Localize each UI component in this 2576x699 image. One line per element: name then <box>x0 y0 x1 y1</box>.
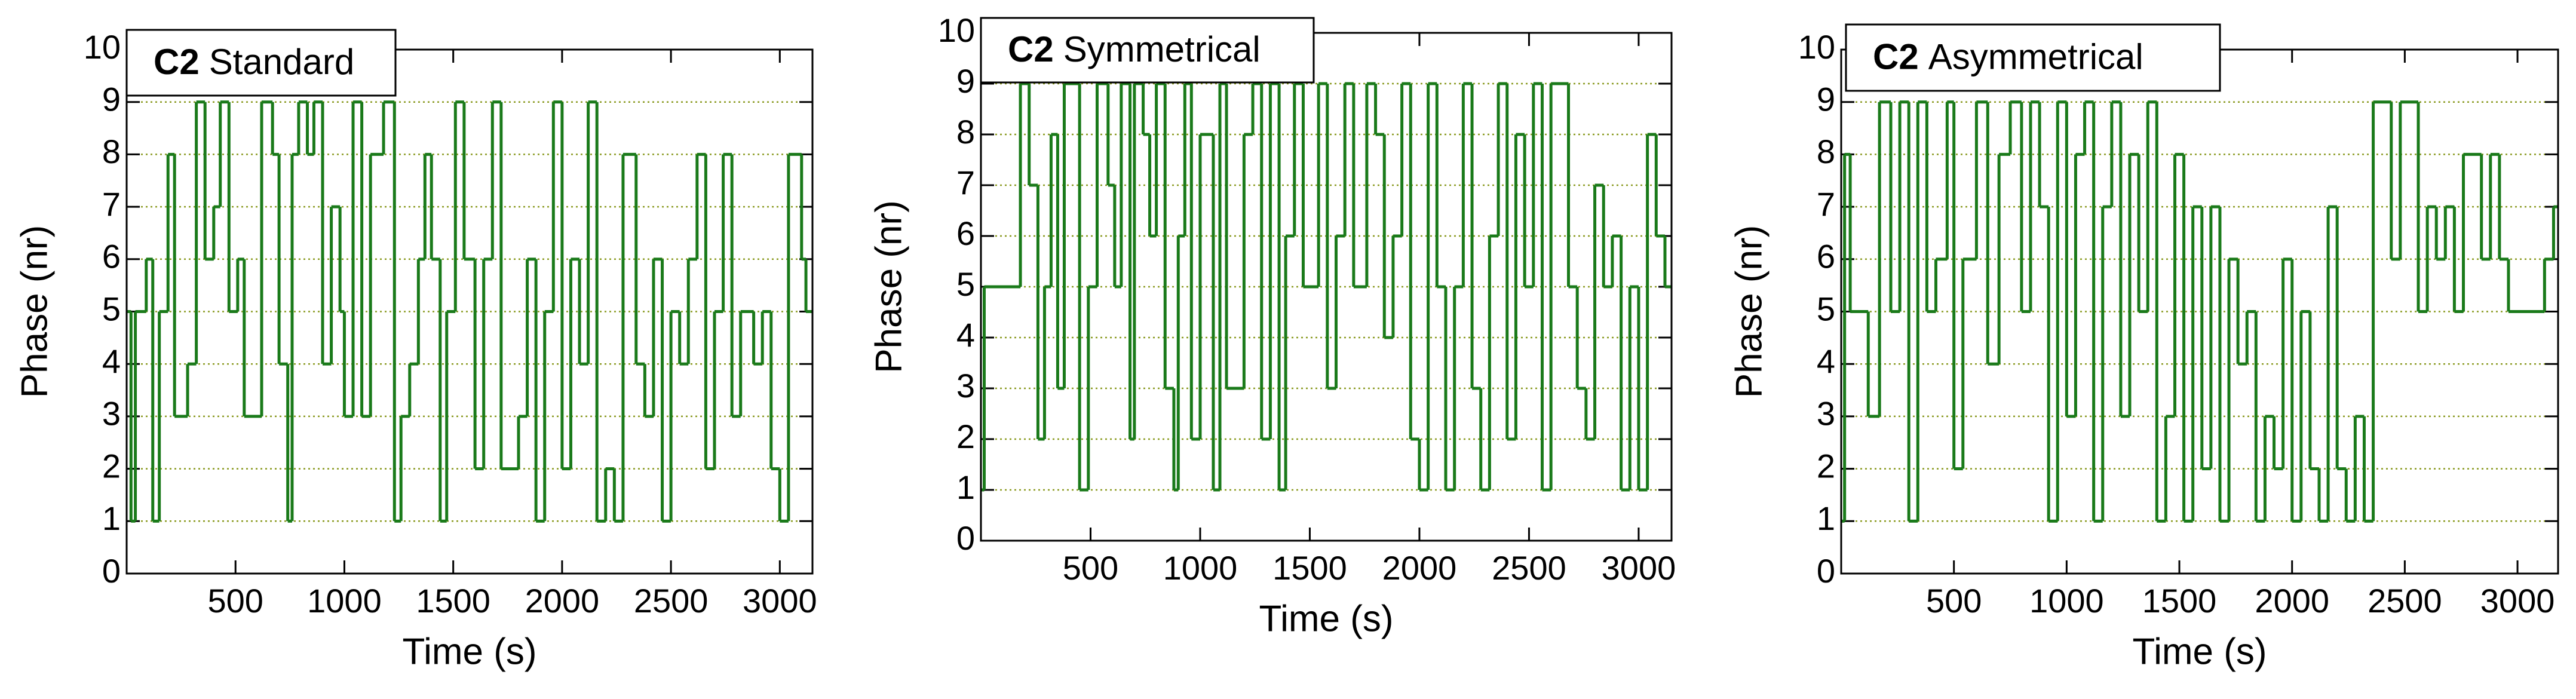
x-tick-label: 500 <box>1926 582 1982 620</box>
y-tick-label: 5 <box>956 265 975 303</box>
x-tick-label: 1000 <box>1163 549 1238 587</box>
y-tick-label: 10 <box>84 28 121 66</box>
title-text: Symmetrical <box>1063 29 1261 69</box>
title-box <box>980 17 1315 84</box>
title-box <box>125 29 397 97</box>
y-tick-label: 10 <box>1798 28 1835 66</box>
y-tick-label: 9 <box>956 62 975 100</box>
y-tick-label: 1 <box>956 468 975 506</box>
title-text: Standard <box>209 42 355 82</box>
y-tick-label: 1 <box>1817 499 1835 537</box>
x-tick-label: 3000 <box>1602 549 1676 587</box>
y-tick-label: 0 <box>1817 552 1835 590</box>
title-bold: C2 <box>1008 29 1054 69</box>
x-tick-label: 1500 <box>2142 582 2217 620</box>
x-axis-label: Time (s) <box>2133 631 2267 672</box>
y-tick-label: 9 <box>1817 80 1835 118</box>
y-tick-label: 9 <box>102 80 121 118</box>
chart-title: C2 Asymmetrical <box>1873 36 2143 76</box>
x-tick-label: 1000 <box>307 582 382 620</box>
y-axis-label: Phase (nr) <box>1728 225 1770 398</box>
title-box <box>1845 23 2221 92</box>
title-text: Asymmetrical <box>1928 36 2143 76</box>
y-tick-label: 4 <box>956 316 975 354</box>
y-tick-label: 7 <box>102 185 121 223</box>
y-tick-label: 8 <box>956 113 975 151</box>
title-bold: C2 <box>154 42 200 82</box>
x-tick-label: 1500 <box>1272 549 1347 587</box>
x-tick-label: 2000 <box>2255 582 2329 620</box>
y-tick-label: 3 <box>956 367 975 404</box>
x-tick-label: 2500 <box>634 582 709 620</box>
y-axis-label: Phase (nr) <box>14 225 55 398</box>
x-tick-label: 1000 <box>2029 582 2104 620</box>
chart-title: C2 Standard <box>154 42 354 82</box>
plot-area <box>127 50 812 574</box>
y-tick-label: 3 <box>102 395 121 433</box>
x-axis-label: Time (s) <box>403 631 537 672</box>
y-tick-label: 6 <box>956 214 975 252</box>
x-tick-label: 3000 <box>743 582 817 620</box>
plot-frame <box>125 48 814 575</box>
y-tick-label: 2 <box>956 418 975 455</box>
x-tick-label: 2500 <box>1492 549 1566 587</box>
y-tick-label: 0 <box>956 519 975 557</box>
x-tick-label: 500 <box>208 582 263 620</box>
y-tick-label: 10 <box>938 11 975 49</box>
y-tick-label: 4 <box>1817 342 1835 380</box>
x-tick-label: 500 <box>1063 549 1118 587</box>
y-tick-label: 2 <box>102 447 121 485</box>
y-tick-label: 8 <box>102 133 121 170</box>
x-tick-label: 2000 <box>1382 549 1457 587</box>
y-tick-label: 6 <box>102 238 121 275</box>
y-tick-label: 0 <box>102 552 121 590</box>
x-axis-label: Time (s) <box>1259 598 1394 639</box>
y-tick-label: 1 <box>102 499 121 537</box>
x-tick-label: 2000 <box>525 582 600 620</box>
x-tick-label: 3000 <box>2480 582 2555 620</box>
y-tick-label: 5 <box>102 290 121 327</box>
y-tick-label: 2 <box>1817 447 1835 485</box>
y-tick-label: 8 <box>1817 133 1835 170</box>
y-axis-label: Phase (nr) <box>868 200 909 373</box>
plot-frame <box>980 32 1673 542</box>
title-bold: C2 <box>1873 36 1919 76</box>
y-tick-label: 6 <box>1817 238 1835 275</box>
y-tick-label: 7 <box>956 164 975 201</box>
y-tick-label: 7 <box>1817 185 1835 223</box>
y-tick-label: 4 <box>102 342 121 380</box>
x-tick-label: 2500 <box>2368 582 2442 620</box>
chart-title: C2 Symmetrical <box>1008 29 1261 69</box>
y-tick-label: 3 <box>1817 395 1835 433</box>
y-tick-label: 5 <box>1817 290 1835 327</box>
x-tick-label: 1500 <box>416 582 490 620</box>
